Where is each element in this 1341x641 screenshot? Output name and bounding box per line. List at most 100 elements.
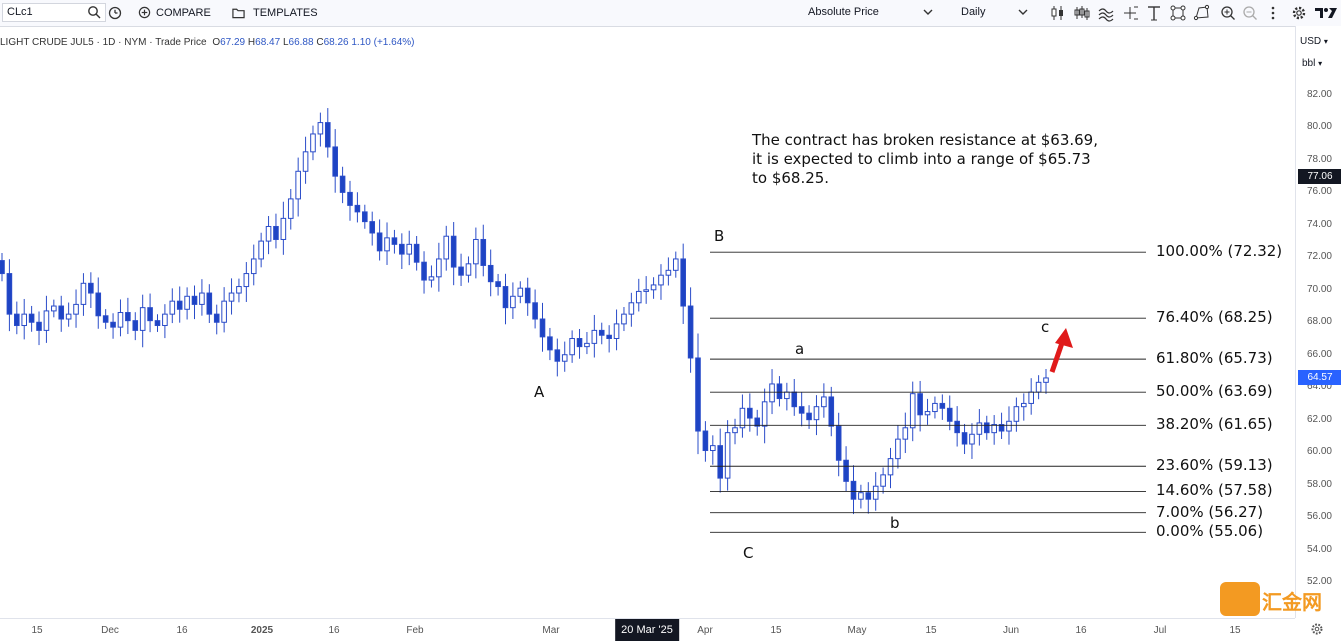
candle-body-up: [643, 289, 649, 292]
candle-body-up: [821, 396, 827, 408]
candle-body-down: [917, 393, 923, 416]
candle-body-up: [591, 329, 598, 344]
clock-icon[interactable]: [108, 6, 122, 20]
folder-icon: [232, 8, 245, 19]
chart-style-icon[interactable]: [1073, 4, 1091, 22]
candle: [628, 292, 635, 327]
indicators-icon[interactable]: [1097, 4, 1115, 22]
search-icon[interactable]: [87, 5, 101, 19]
candle-body-up: [265, 225, 272, 242]
price-tick-label: 78.00: [1306, 153, 1332, 165]
price-axis[interactable]: USD ▾ bbl ▾ 82.00 80.00 78.00 76.00 74.00 72.…: [1295, 26, 1341, 635]
time-tick-label: Feb: [406, 625, 424, 636]
candle-body-up: [1013, 406, 1020, 422]
zoom-in-icon[interactable]: [1219, 4, 1237, 22]
annotation-line-3: to $68.25.: [752, 169, 830, 187]
candle-body-up: [117, 312, 124, 328]
candle-body-down: [413, 243, 420, 263]
templates-label: TEMPLATES: [253, 7, 318, 19]
candle: [761, 388, 768, 444]
price-tick-label: 58.00: [1306, 478, 1332, 490]
candle-body-down: [28, 313, 35, 323]
time-tick-label: 16: [176, 625, 188, 636]
candle-body-up: [465, 263, 472, 276]
crosshair-tool-icon[interactable]: [1121, 4, 1139, 22]
tradingview-logo-icon: [1315, 8, 1337, 18]
compare-button[interactable]: COMPARE: [132, 0, 218, 26]
candle: [909, 381, 916, 442]
candle-body-down: [110, 321, 116, 328]
settings-gear-icon[interactable]: [1310, 622, 1324, 636]
gear-icon[interactable]: [1290, 4, 1308, 22]
time-axis[interactable]: 15 Dec 16 2025 16 Feb Mar 20 Mar '25 Apr 15 May 15 J…: [0, 618, 1295, 641]
candle-body-down: [332, 146, 338, 177]
candle: [436, 242, 442, 292]
candle: [132, 312, 139, 341]
candle: [769, 369, 775, 415]
candle-body-up: [302, 151, 309, 172]
candle-body-up: [880, 474, 886, 487]
candle-body-down: [354, 204, 361, 213]
candle: [621, 307, 627, 332]
watermark-logo: 汇金网: [1262, 592, 1322, 614]
candle: [221, 287, 227, 333]
interval-value: Daily: [961, 6, 986, 18]
legend-high: 68.47: [255, 37, 281, 48]
symbol-legend: LIGHT CRUDE JUL5 · 1D · NYM · Trade Pric…: [0, 37, 414, 48]
candle: [576, 329, 583, 359]
shape-tool-icon[interactable]: [1169, 4, 1187, 22]
candle: [324, 108, 331, 158]
more-options-icon[interactable]: [1264, 4, 1282, 22]
time-tick-label: Jun: [1002, 625, 1020, 636]
candle: [813, 395, 820, 436]
candle: [362, 204, 368, 229]
candle-body-up: [436, 258, 442, 278]
candlestick-icon[interactable]: [1049, 4, 1067, 22]
currency-select[interactable]: USD ▾: [1300, 36, 1328, 47]
price-tick-label: 72.00: [1306, 251, 1332, 263]
candle: [702, 421, 709, 462]
candle-body-up: [895, 438, 901, 460]
symbol-search-field[interactable]: CLc1: [2, 3, 106, 22]
candle-body-down: [702, 430, 709, 452]
candle: [961, 423, 968, 455]
candle: [524, 277, 531, 316]
candle-body-up: [280, 217, 287, 240]
candle-body-down: [776, 383, 783, 400]
candle-body-up: [1028, 391, 1034, 404]
interval-select[interactable]: Daily: [953, 3, 1037, 22]
candle-body-up: [976, 422, 983, 435]
candle: [591, 314, 598, 358]
wave-label-a: a: [795, 340, 805, 358]
candle: [317, 112, 324, 147]
candle-body-down: [36, 321, 42, 331]
candle: [561, 341, 568, 372]
candle: [250, 244, 257, 286]
candle-body-up: [784, 391, 790, 400]
candle-body-down: [369, 221, 376, 234]
candle-body-up: [613, 323, 620, 340]
time-tick-label: 15: [1229, 625, 1241, 636]
pattern-tool-icon[interactable]: [1193, 4, 1211, 22]
candle: [125, 297, 131, 335]
price-mode-select[interactable]: Absolute Price: [800, 3, 943, 22]
price-chart[interactable]: [0, 26, 1295, 618]
candle: [354, 192, 361, 223]
candle-body-up: [199, 292, 205, 305]
zoom-out-icon[interactable]: [1241, 4, 1259, 22]
templates-button[interactable]: TEMPLATES: [226, 0, 326, 26]
candle: [73, 289, 79, 328]
candle: [784, 382, 790, 411]
price-tick-label: 66.00: [1306, 348, 1332, 360]
text-tool-icon[interactable]: [1145, 4, 1163, 22]
candle: [598, 322, 605, 345]
candle: [902, 412, 909, 454]
time-tick-label: 15: [31, 625, 43, 636]
candle: [665, 257, 672, 286]
candle: [384, 222, 390, 265]
candle-body-down: [532, 302, 538, 320]
candle-body-up: [872, 485, 879, 500]
unit-select[interactable]: bbl ▾: [1302, 58, 1322, 69]
candle: [206, 284, 213, 323]
candle-body-up: [561, 354, 568, 362]
